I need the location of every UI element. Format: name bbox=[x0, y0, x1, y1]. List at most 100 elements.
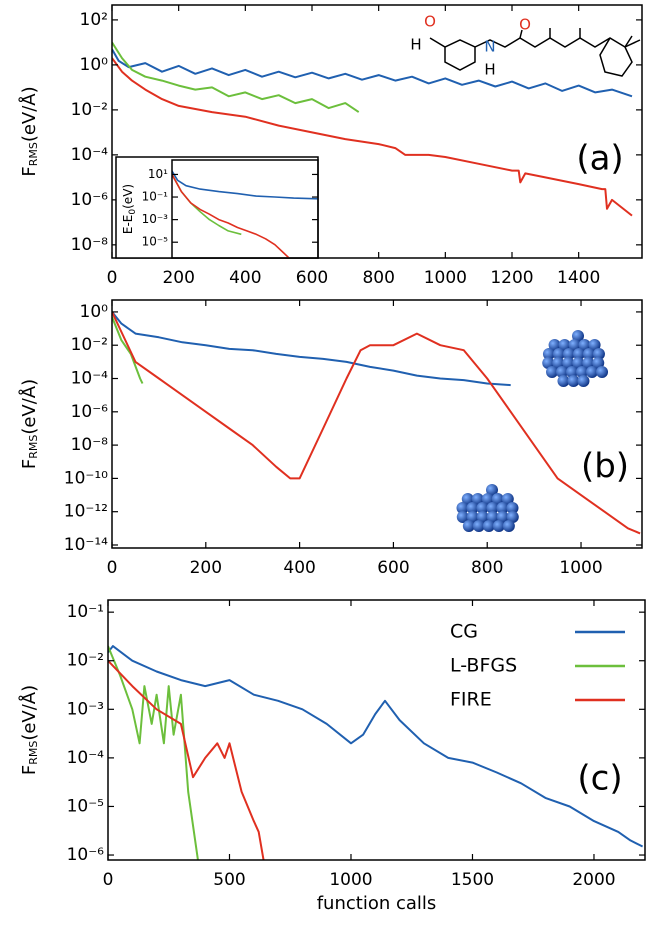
atom bbox=[572, 348, 585, 360]
y-tick-label: 10⁻⁵ bbox=[67, 796, 104, 816]
y-tick-label: 10⁻³ bbox=[67, 699, 104, 719]
series-line bbox=[112, 57, 633, 217]
y-label-sub: 0 bbox=[128, 209, 138, 215]
y-tick-label: 10⁻⁶ bbox=[71, 402, 109, 422]
y-label-unit: (eV) bbox=[121, 184, 135, 209]
atom bbox=[466, 502, 479, 514]
atom bbox=[577, 375, 590, 387]
molecule-bond bbox=[624, 35, 633, 48]
molecule-bond bbox=[519, 29, 523, 39]
atom bbox=[586, 366, 599, 378]
atom bbox=[576, 366, 589, 378]
y-tick-label: 10⁻¹² bbox=[64, 502, 108, 522]
x-tick-label: 0 bbox=[107, 558, 118, 578]
y-tick-label: 10⁰ bbox=[80, 302, 109, 322]
series-line bbox=[112, 311, 511, 387]
x-tick-label: 1000 bbox=[329, 870, 372, 890]
atom bbox=[486, 484, 498, 496]
y-tick-label: 10¹ bbox=[148, 167, 168, 181]
legend-label: L-BFGS bbox=[450, 655, 517, 677]
x-tick-label: 1200 bbox=[490, 268, 533, 288]
x-tick-label: 200 bbox=[190, 558, 222, 578]
x-tick-label: 400 bbox=[229, 268, 261, 288]
atom bbox=[481, 493, 494, 505]
atom bbox=[471, 493, 484, 505]
atom bbox=[588, 339, 601, 351]
atom bbox=[486, 502, 499, 514]
x-tick-label: 1000 bbox=[424, 268, 467, 288]
y-axis-label: FRMS(eV/Å) bbox=[18, 86, 40, 176]
atom bbox=[476, 502, 489, 514]
series-line bbox=[112, 48, 633, 98]
series-line bbox=[172, 174, 290, 258]
atom bbox=[562, 357, 575, 369]
atom bbox=[548, 339, 561, 351]
atom-label: O bbox=[424, 13, 436, 31]
molecule-bond bbox=[624, 39, 641, 48]
series-line bbox=[112, 41, 360, 113]
atom bbox=[542, 348, 555, 360]
x-tick-label: 500 bbox=[213, 870, 245, 890]
plot-frame bbox=[171, 159, 319, 259]
series-line bbox=[112, 311, 641, 535]
y-label-sub: RMS bbox=[27, 142, 40, 166]
molecule-bond bbox=[429, 37, 476, 71]
legend-label: CG bbox=[450, 621, 478, 643]
y-tick-label: 10⁻⁴ bbox=[71, 369, 109, 389]
x-tick-label: 1500 bbox=[451, 870, 494, 890]
x-tick-label: 0 bbox=[103, 870, 114, 890]
atom bbox=[491, 493, 504, 505]
atom bbox=[456, 502, 469, 514]
series-line bbox=[108, 660, 265, 860]
atom-label: O bbox=[519, 16, 531, 34]
y-label-sub: RMS bbox=[27, 741, 40, 765]
y-label-main: F bbox=[19, 166, 40, 176]
panel-label: (b) bbox=[581, 447, 629, 487]
panel-label: (c) bbox=[577, 759, 622, 799]
atom bbox=[501, 493, 514, 505]
y-tick-label: 10⁻⁶ bbox=[67, 845, 105, 865]
x-tick-label: 200 bbox=[162, 268, 194, 288]
y-tick-label: 10⁻⁴ bbox=[67, 748, 105, 768]
y-axis-label: FRMS(eV/Å) bbox=[18, 379, 40, 469]
atom bbox=[492, 520, 505, 532]
atom bbox=[562, 348, 575, 360]
y-tick-label: 10² bbox=[80, 10, 108, 30]
atom bbox=[546, 366, 559, 378]
plot-frame bbox=[111, 4, 643, 259]
inset-background bbox=[115, 156, 319, 259]
y-label-main: E-E bbox=[121, 215, 135, 235]
atom-label: H bbox=[484, 61, 495, 79]
atom bbox=[572, 330, 584, 342]
y-label-main: F bbox=[19, 459, 40, 469]
atom bbox=[582, 357, 595, 369]
y-axis-label: FRMS(eV/Å) bbox=[18, 685, 40, 775]
atom bbox=[462, 520, 475, 532]
atom bbox=[566, 366, 579, 378]
atom bbox=[558, 339, 571, 351]
atom bbox=[506, 502, 519, 514]
atom-label: H bbox=[410, 36, 421, 54]
atom bbox=[472, 520, 485, 532]
x-tick-label: 2000 bbox=[572, 870, 615, 890]
y-tick-label: 10⁻² bbox=[67, 651, 104, 671]
atom bbox=[596, 366, 609, 378]
y-tick-label: 10⁻⁶ bbox=[71, 190, 109, 210]
atom bbox=[486, 511, 499, 523]
plot-frame bbox=[107, 599, 646, 861]
series-line bbox=[172, 170, 318, 200]
y-tick-label: 10⁻⁴ bbox=[71, 145, 109, 165]
atom bbox=[552, 357, 565, 369]
y-tick-label: 10⁻⁸ bbox=[71, 235, 109, 255]
molecule-bond bbox=[474, 37, 633, 77]
molecule bbox=[429, 28, 641, 77]
y-tick-label: 10⁻¹⁴ bbox=[64, 535, 108, 555]
x-tick-label: 1000 bbox=[559, 558, 602, 578]
atom bbox=[456, 511, 469, 523]
x-tick-label: 0 bbox=[107, 268, 118, 288]
atom bbox=[466, 511, 479, 523]
atom bbox=[582, 348, 595, 360]
x-tick-label: 600 bbox=[296, 268, 328, 288]
y-axis-label: E-E0(eV) bbox=[121, 184, 138, 234]
